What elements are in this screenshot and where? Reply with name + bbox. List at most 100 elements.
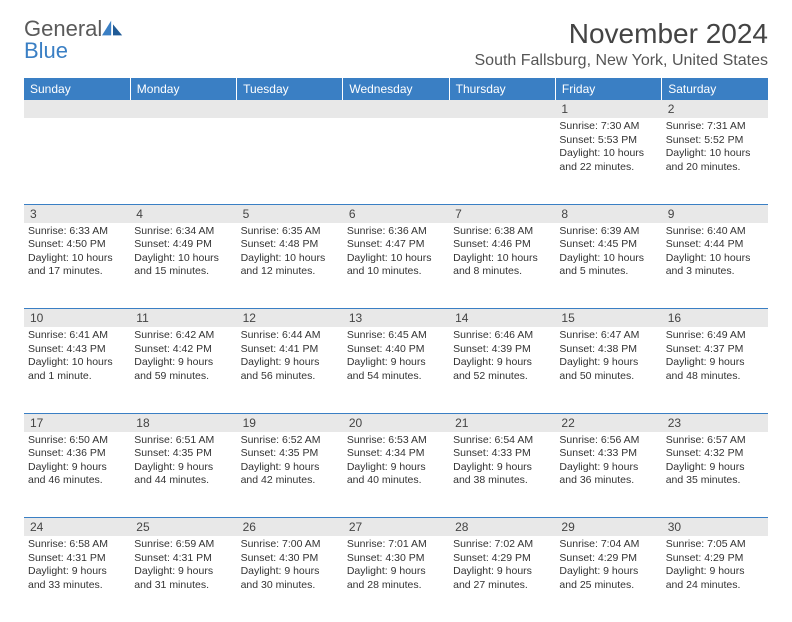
sunrise-text: Sunrise: 6:59 AM [134, 538, 232, 552]
title-block: November 2024 South Fallsburg, New York,… [475, 18, 769, 70]
sunset-text: Sunset: 4:32 PM [666, 447, 764, 461]
logo: General Blue [24, 18, 124, 62]
sunset-text: Sunset: 4:44 PM [666, 238, 764, 252]
daylight-text: Daylight: 10 hours and 5 minutes. [559, 252, 657, 279]
sunrise-text: Sunrise: 6:57 AM [666, 434, 764, 448]
daylight-text: Daylight: 9 hours and 25 minutes. [559, 565, 657, 592]
weekday-header-row: Sunday Monday Tuesday Wednesday Thursday… [24, 78, 768, 100]
day-number: 1 [555, 100, 661, 118]
month-title: November 2024 [475, 18, 769, 50]
day-number: 8 [555, 205, 661, 223]
weekday-header: Saturday [662, 78, 768, 100]
daylight-text: Daylight: 9 hours and 54 minutes. [347, 356, 445, 383]
sunrise-text: Sunrise: 7:05 AM [666, 538, 764, 552]
sunset-text: Sunset: 4:45 PM [559, 238, 657, 252]
sunrise-text: Sunrise: 6:35 AM [241, 225, 339, 239]
daylight-text: Daylight: 10 hours and 22 minutes. [559, 147, 657, 174]
day-cell: Sunrise: 7:04 AMSunset: 4:29 PMDaylight:… [555, 536, 661, 622]
sunset-text: Sunset: 4:29 PM [559, 552, 657, 566]
daylight-text: Daylight: 9 hours and 30 minutes. [241, 565, 339, 592]
sunset-text: Sunset: 4:33 PM [453, 447, 551, 461]
daylight-text: Daylight: 9 hours and 38 minutes. [453, 461, 551, 488]
day-number: 6 [343, 205, 449, 223]
weekday-header: Wednesday [343, 78, 449, 100]
day-number: 10 [24, 309, 130, 327]
sunset-text: Sunset: 4:30 PM [347, 552, 445, 566]
sunrise-text: Sunrise: 6:38 AM [453, 225, 551, 239]
daylight-text: Daylight: 9 hours and 44 minutes. [134, 461, 232, 488]
daylight-text: Daylight: 9 hours and 40 minutes. [347, 461, 445, 488]
weekday-header: Thursday [449, 78, 555, 100]
day-cell: Sunrise: 6:54 AMSunset: 4:33 PMDaylight:… [449, 432, 555, 518]
sunrise-text: Sunrise: 6:36 AM [347, 225, 445, 239]
day-cell: Sunrise: 6:50 AMSunset: 4:36 PMDaylight:… [24, 432, 130, 518]
daynum-row: 3456789 [24, 205, 768, 223]
week-row: Sunrise: 6:58 AMSunset: 4:31 PMDaylight:… [24, 536, 768, 622]
day-number: 27 [343, 518, 449, 536]
sunrise-text: Sunrise: 6:51 AM [134, 434, 232, 448]
sunset-text: Sunset: 4:37 PM [666, 343, 764, 357]
day-cell: Sunrise: 6:34 AMSunset: 4:49 PMDaylight:… [130, 223, 236, 309]
day-number: 22 [555, 414, 661, 432]
day-number: 19 [237, 414, 343, 432]
day-cell: Sunrise: 7:30 AMSunset: 5:53 PMDaylight:… [555, 118, 661, 204]
daylight-text: Daylight: 10 hours and 12 minutes. [241, 252, 339, 279]
sunrise-text: Sunrise: 6:46 AM [453, 329, 551, 343]
sunset-text: Sunset: 4:29 PM [666, 552, 764, 566]
day-cell [343, 118, 449, 204]
day-cell: Sunrise: 6:56 AMSunset: 4:33 PMDaylight:… [555, 432, 661, 518]
daynum-row: 12 [24, 100, 768, 118]
day-number: 28 [449, 518, 555, 536]
day-number: 29 [555, 518, 661, 536]
week-row: Sunrise: 6:41 AMSunset: 4:43 PMDaylight:… [24, 327, 768, 413]
calendar-body: 12Sunrise: 7:30 AMSunset: 5:53 PMDayligh… [24, 100, 768, 622]
sunrise-text: Sunrise: 6:40 AM [666, 225, 764, 239]
day-cell: Sunrise: 6:45 AMSunset: 4:40 PMDaylight:… [343, 327, 449, 413]
sail-icon [102, 20, 124, 36]
day-number [343, 100, 449, 118]
day-cell: Sunrise: 6:36 AMSunset: 4:47 PMDaylight:… [343, 223, 449, 309]
day-cell: Sunrise: 6:57 AMSunset: 4:32 PMDaylight:… [662, 432, 768, 518]
day-cell: Sunrise: 6:59 AMSunset: 4:31 PMDaylight:… [130, 536, 236, 622]
day-cell: Sunrise: 6:53 AMSunset: 4:34 PMDaylight:… [343, 432, 449, 518]
sunset-text: Sunset: 5:52 PM [666, 134, 764, 148]
day-cell: Sunrise: 6:52 AMSunset: 4:35 PMDaylight:… [237, 432, 343, 518]
day-cell: Sunrise: 7:05 AMSunset: 4:29 PMDaylight:… [662, 536, 768, 622]
sunset-text: Sunset: 4:33 PM [559, 447, 657, 461]
day-cell: Sunrise: 6:39 AMSunset: 4:45 PMDaylight:… [555, 223, 661, 309]
day-number: 20 [343, 414, 449, 432]
day-cell: Sunrise: 7:01 AMSunset: 4:30 PMDaylight:… [343, 536, 449, 622]
day-number: 25 [130, 518, 236, 536]
day-number: 18 [130, 414, 236, 432]
sunrise-text: Sunrise: 7:04 AM [559, 538, 657, 552]
day-cell: Sunrise: 6:42 AMSunset: 4:42 PMDaylight:… [130, 327, 236, 413]
sunrise-text: Sunrise: 6:50 AM [28, 434, 126, 448]
daylight-text: Daylight: 9 hours and 42 minutes. [241, 461, 339, 488]
daylight-text: Daylight: 9 hours and 50 minutes. [559, 356, 657, 383]
sunset-text: Sunset: 4:50 PM [28, 238, 126, 252]
day-cell: Sunrise: 6:44 AMSunset: 4:41 PMDaylight:… [237, 327, 343, 413]
calendar-table: Sunday Monday Tuesday Wednesday Thursday… [24, 78, 768, 622]
daylight-text: Daylight: 9 hours and 36 minutes. [559, 461, 657, 488]
daylight-text: Daylight: 9 hours and 46 minutes. [28, 461, 126, 488]
sunrise-text: Sunrise: 6:39 AM [559, 225, 657, 239]
sunset-text: Sunset: 4:38 PM [559, 343, 657, 357]
weekday-header: Sunday [24, 78, 130, 100]
day-cell [237, 118, 343, 204]
day-number: 26 [237, 518, 343, 536]
sunset-text: Sunset: 4:31 PM [28, 552, 126, 566]
sunrise-text: Sunrise: 6:53 AM [347, 434, 445, 448]
day-number: 15 [555, 309, 661, 327]
day-number [237, 100, 343, 118]
header: General Blue November 2024 South Fallsbu… [24, 18, 768, 70]
sunset-text: Sunset: 4:47 PM [347, 238, 445, 252]
day-number: 11 [130, 309, 236, 327]
day-number: 14 [449, 309, 555, 327]
daylight-text: Daylight: 10 hours and 20 minutes. [666, 147, 764, 174]
sunset-text: Sunset: 4:31 PM [134, 552, 232, 566]
day-cell [24, 118, 130, 204]
day-number: 13 [343, 309, 449, 327]
day-number: 3 [24, 205, 130, 223]
daylight-text: Daylight: 9 hours and 24 minutes. [666, 565, 764, 592]
daylight-text: Daylight: 9 hours and 31 minutes. [134, 565, 232, 592]
